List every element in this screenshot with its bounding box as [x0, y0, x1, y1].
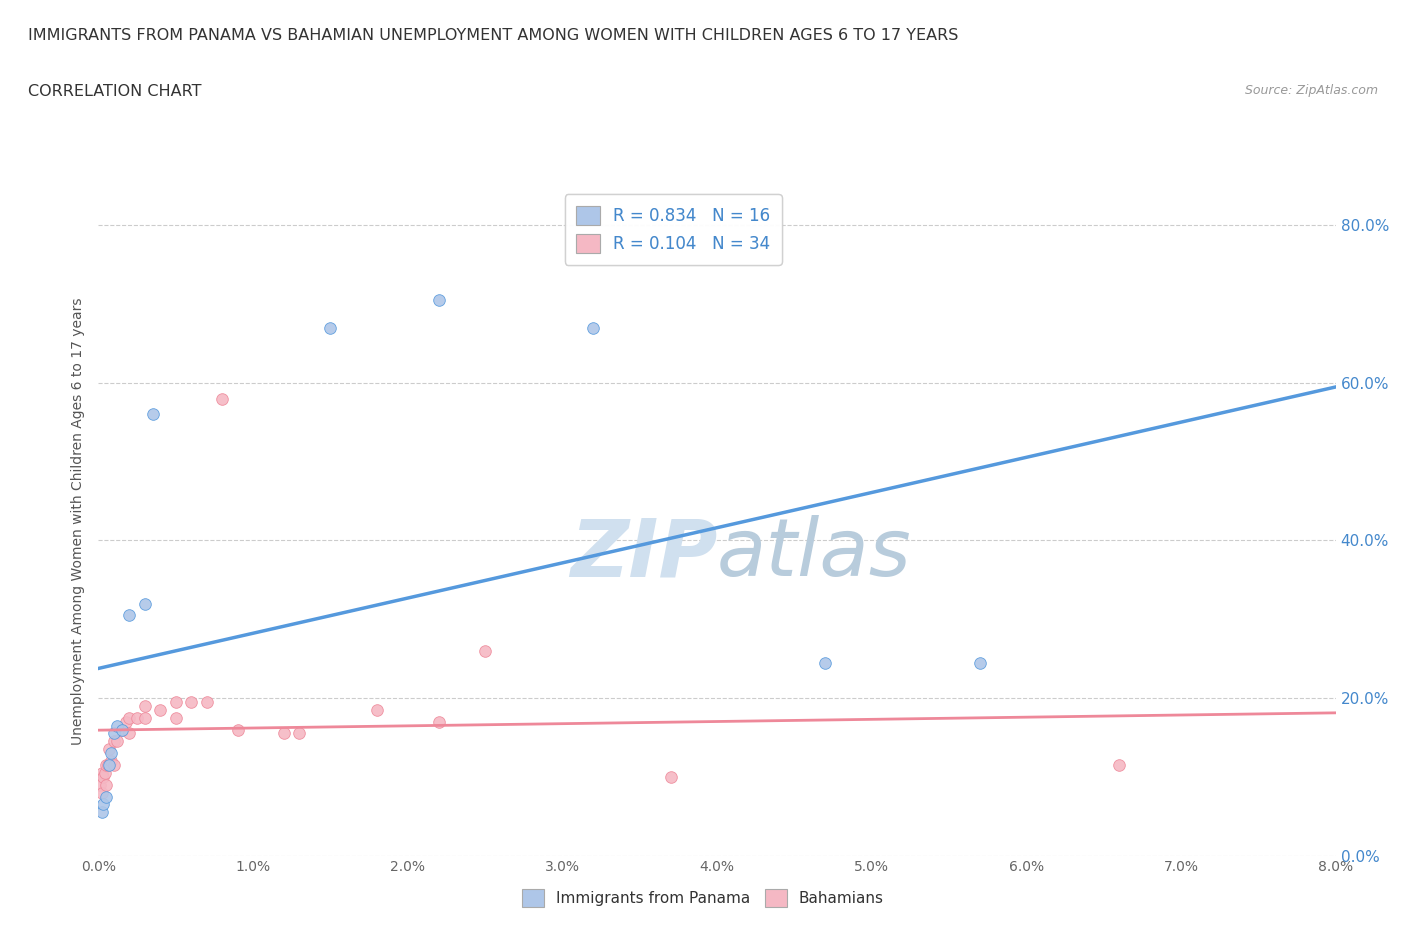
Point — [118, 608, 141, 623]
Point — [91, 797, 114, 812]
Point — [90, 765, 112, 780]
Point — [226, 722, 249, 737]
Point — [90, 804, 112, 819]
Point — [211, 392, 233, 406]
Point — [97, 758, 120, 773]
Point — [134, 596, 156, 611]
Point — [366, 702, 388, 717]
Point — [89, 777, 111, 792]
Point — [427, 714, 450, 729]
Point — [582, 320, 605, 335]
Point — [474, 644, 496, 658]
Y-axis label: Unemployment Among Women with Children Ages 6 to 17 years: Unemployment Among Women with Children A… — [72, 297, 86, 745]
Point — [1108, 758, 1130, 773]
Text: ZIP: ZIP — [569, 515, 717, 593]
Point — [659, 769, 682, 784]
Point — [165, 695, 187, 710]
Point — [427, 293, 450, 308]
Point — [103, 758, 125, 773]
Point — [98, 742, 121, 757]
Point — [93, 765, 115, 780]
Point — [111, 722, 134, 737]
Point — [98, 758, 121, 773]
Legend: Immigrants from Panama, Bahamians: Immigrants from Panama, Bahamians — [516, 884, 890, 913]
Point — [149, 702, 172, 717]
Point — [105, 718, 128, 733]
Point — [111, 722, 134, 737]
Point — [814, 655, 837, 670]
Point — [118, 726, 141, 741]
Point — [100, 753, 122, 768]
Point — [273, 726, 295, 741]
Point — [134, 698, 156, 713]
Point — [103, 726, 125, 741]
Point — [127, 711, 149, 725]
Point — [96, 789, 118, 804]
Text: IMMIGRANTS FROM PANAMA VS BAHAMIAN UNEMPLOYMENT AMONG WOMEN WITH CHILDREN AGES 6: IMMIGRANTS FROM PANAMA VS BAHAMIAN UNEMP… — [28, 28, 959, 43]
Point — [134, 711, 156, 725]
Point — [142, 407, 165, 422]
Text: atlas: atlas — [717, 515, 912, 593]
Point — [180, 695, 202, 710]
Point — [100, 746, 122, 761]
Point — [969, 655, 991, 670]
Point — [96, 758, 118, 773]
Point — [90, 785, 112, 800]
Text: CORRELATION CHART: CORRELATION CHART — [28, 84, 201, 99]
Point — [319, 320, 342, 335]
Point — [165, 711, 187, 725]
Point — [288, 726, 311, 741]
Point — [118, 711, 141, 725]
Point — [96, 777, 118, 792]
Legend: R = 0.834   N = 16, R = 0.104   N = 34: R = 0.834 N = 16, R = 0.104 N = 34 — [565, 194, 782, 264]
Point — [115, 714, 138, 729]
Point — [105, 734, 128, 749]
Point — [195, 695, 218, 710]
Point — [91, 769, 114, 784]
Point — [103, 734, 125, 749]
Text: Source: ZipAtlas.com: Source: ZipAtlas.com — [1244, 84, 1378, 97]
